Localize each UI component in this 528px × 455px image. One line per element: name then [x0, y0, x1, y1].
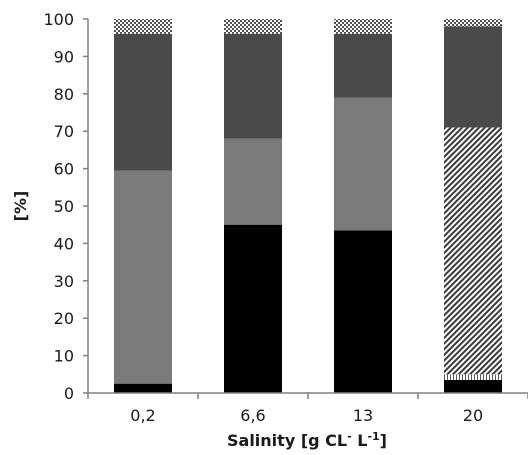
x-axis-title-main: Salinity [g CL — [227, 431, 347, 450]
bar-segment — [224, 19, 282, 34]
y-tick-label: 10 — [54, 347, 74, 366]
bar-segment — [334, 33, 392, 98]
y-tick-label: 0 — [64, 384, 74, 403]
y-tick-label: 90 — [54, 47, 74, 66]
y-tick-label: 30 — [54, 272, 74, 291]
x-tick-label: 13 — [353, 406, 373, 425]
bar-segment — [444, 127, 502, 375]
bar-segment — [444, 374, 502, 380]
x-tick-label: 20 — [463, 406, 483, 425]
bar-segment — [114, 33, 172, 171]
bars-layer — [114, 19, 502, 393]
x-axis-title-mid: L — [352, 431, 368, 450]
bar-segment — [114, 19, 172, 34]
y-tick-label: 50 — [54, 197, 74, 216]
y-axis-title: [%] — [11, 191, 30, 222]
x-axis-title-end: ] — [380, 431, 387, 450]
bar-segment — [114, 383, 172, 393]
bar-segment — [224, 224, 282, 393]
y-tick-label: 20 — [54, 309, 74, 328]
bar-segment — [224, 138, 282, 225]
y-tick-label: 80 — [54, 85, 74, 104]
bar-segment — [114, 170, 172, 384]
y-tick-label: 60 — [54, 160, 74, 179]
x-tick-label: 6,6 — [240, 406, 265, 425]
bar-segment — [334, 97, 392, 231]
x-axis-title-sup1: - — [347, 430, 352, 443]
y-tick-labels: 0 10 20 30 40 50 60 70 80 90 100 — [43, 10, 88, 403]
bar-segment — [444, 379, 502, 393]
x-tick-labels: 0,2 6,6 13 20 — [87, 393, 528, 425]
x-axis-title: Salinity [g CL- L-1] — [227, 430, 387, 450]
y-tick-label: 70 — [54, 122, 74, 141]
x-axis-title-sup2: -1 — [367, 430, 379, 443]
bar-segment — [444, 19, 502, 27]
bar-segment — [444, 26, 502, 128]
bar-segment — [224, 33, 282, 139]
bar-segment — [334, 19, 392, 34]
y-tick-label: 40 — [54, 234, 74, 253]
y-tick-label: 100 — [43, 10, 74, 29]
bar-segment — [334, 230, 392, 393]
x-tick-label: 0,2 — [130, 406, 155, 425]
